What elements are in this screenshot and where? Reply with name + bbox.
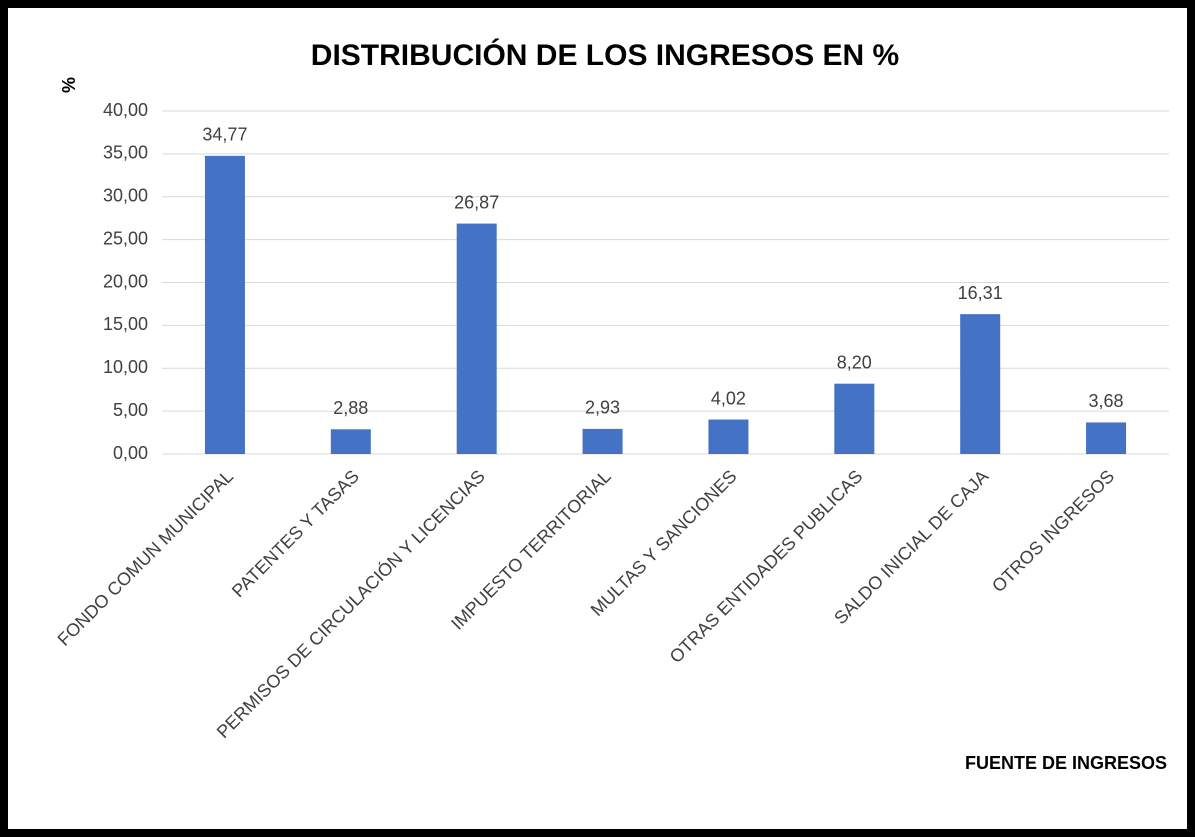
y-tick-label: 10,00 — [103, 357, 148, 377]
bar — [456, 223, 497, 454]
data-label: 8,20 — [837, 352, 872, 372]
data-label: 2,88 — [333, 398, 368, 418]
y-tick-label: 40,00 — [103, 100, 148, 120]
y-tick-label: 15,00 — [103, 314, 148, 334]
y-tick-label: 0,00 — [113, 443, 148, 463]
bar — [582, 428, 623, 454]
data-label: 16,31 — [958, 283, 1003, 303]
bar — [204, 155, 245, 455]
y-tick-label: 30,00 — [103, 186, 148, 206]
y-tick-label: 25,00 — [103, 228, 148, 248]
data-label: 3,68 — [1089, 391, 1124, 411]
y-axis-title: % — [59, 77, 79, 93]
bar — [834, 383, 875, 454]
bar — [1086, 422, 1127, 454]
x-axis-title: FUENTE DE INGRESOS — [965, 753, 1167, 773]
bar — [330, 429, 371, 454]
data-label: 2,93 — [585, 398, 620, 418]
chart-title: DISTRIBUCIÓN DE LOS INGRESOS EN % — [311, 38, 899, 72]
data-label: 34,77 — [202, 125, 247, 145]
y-tick-label: 5,00 — [113, 400, 148, 420]
y-tick-label: 20,00 — [103, 271, 148, 291]
bar — [960, 314, 1001, 454]
y-tick-label: 35,00 — [103, 143, 148, 163]
data-label: 26,87 — [454, 192, 499, 212]
bar — [708, 419, 749, 454]
data-label: 4,02 — [711, 388, 746, 408]
